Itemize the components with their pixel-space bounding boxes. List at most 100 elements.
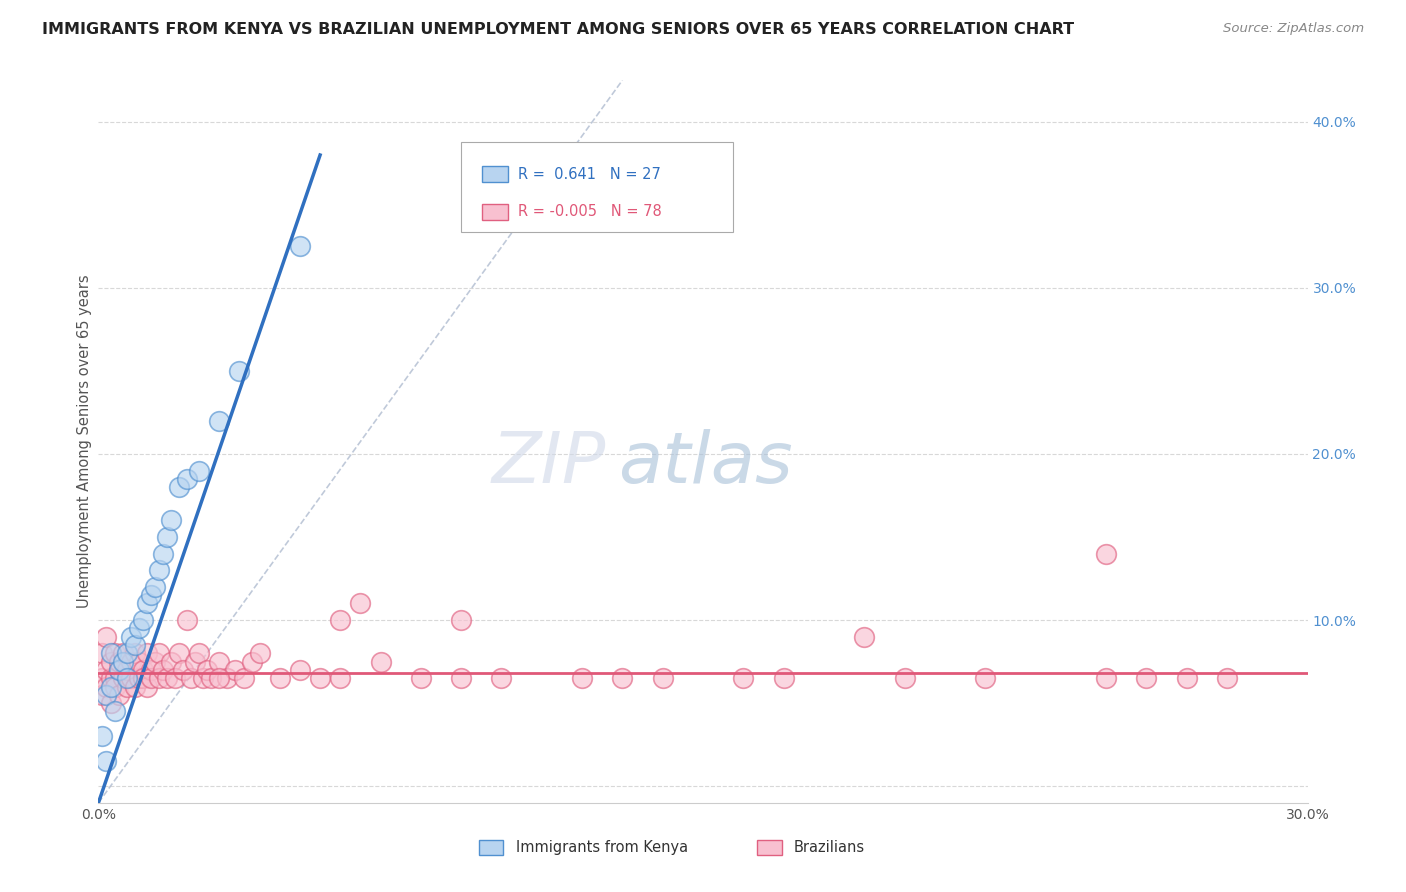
Point	[188, 646, 211, 660]
Point	[107, 688, 129, 702]
Point	[329, 613, 352, 627]
Point	[139, 671, 162, 685]
Point	[163, 671, 186, 685]
Point	[240, 655, 263, 669]
Point	[103, 705, 125, 719]
Point	[208, 671, 231, 685]
Point	[91, 688, 114, 702]
Point	[195, 663, 218, 677]
Point	[120, 630, 142, 644]
Point	[160, 513, 183, 527]
Point	[120, 655, 142, 669]
Point	[91, 671, 114, 685]
Point	[160, 655, 183, 669]
Point	[1095, 547, 1118, 561]
Point	[132, 663, 155, 677]
Point	[103, 671, 125, 685]
Point	[111, 655, 134, 669]
Text: R = -0.005   N = 78: R = -0.005 N = 78	[517, 204, 662, 219]
Point	[96, 663, 118, 677]
Point	[651, 671, 673, 685]
Text: ZIP: ZIP	[492, 429, 606, 498]
Point	[120, 671, 142, 685]
Point	[224, 663, 246, 677]
Bar	[482, 204, 509, 219]
Point	[100, 646, 122, 660]
Point	[176, 472, 198, 486]
Point	[135, 597, 157, 611]
Point	[115, 680, 138, 694]
Point	[288, 663, 311, 677]
Point	[115, 663, 138, 677]
Point	[217, 671, 239, 685]
Point	[491, 671, 513, 685]
Bar	[482, 167, 509, 182]
Point	[103, 646, 125, 660]
Point	[172, 663, 194, 677]
Point	[96, 680, 118, 694]
Point	[103, 680, 125, 694]
Point	[184, 655, 207, 669]
Point	[115, 646, 138, 660]
Point	[91, 646, 114, 660]
Point	[143, 580, 166, 594]
Point	[156, 671, 179, 685]
Point	[733, 671, 755, 685]
Point	[96, 630, 118, 644]
Point	[1175, 671, 1198, 685]
Point	[100, 655, 122, 669]
Point	[370, 655, 392, 669]
Point	[288, 239, 311, 253]
Point	[143, 655, 166, 669]
Bar	[758, 840, 782, 855]
Point	[152, 547, 174, 561]
Text: Immigrants from Kenya: Immigrants from Kenya	[516, 840, 688, 855]
Point	[167, 646, 190, 660]
Point	[208, 655, 231, 669]
Point	[152, 663, 174, 677]
Point	[135, 680, 157, 694]
Point	[974, 671, 997, 685]
Text: Brazilians: Brazilians	[793, 840, 865, 855]
Point	[409, 671, 432, 685]
Point	[180, 671, 202, 685]
Point	[107, 655, 129, 669]
Point	[115, 671, 138, 685]
Point	[128, 621, 150, 635]
Text: Source: ZipAtlas.com: Source: ZipAtlas.com	[1223, 22, 1364, 36]
Point	[100, 671, 122, 685]
Point	[188, 464, 211, 478]
Point	[167, 480, 190, 494]
Point	[571, 671, 593, 685]
Point	[349, 597, 371, 611]
Point	[107, 663, 129, 677]
Point	[200, 671, 222, 685]
Point	[100, 696, 122, 710]
Point	[124, 638, 146, 652]
Point	[176, 613, 198, 627]
Point	[893, 671, 915, 685]
Point	[96, 688, 118, 702]
Point	[132, 671, 155, 685]
Point	[128, 671, 150, 685]
Point	[124, 680, 146, 694]
Point	[139, 588, 162, 602]
Point	[853, 630, 876, 644]
Point	[156, 530, 179, 544]
Point	[96, 754, 118, 768]
Text: atlas: atlas	[619, 429, 793, 498]
Point	[111, 646, 134, 660]
Point	[132, 613, 155, 627]
Text: R =  0.641   N = 27: R = 0.641 N = 27	[517, 167, 661, 182]
Point	[269, 671, 291, 685]
Point	[1095, 671, 1118, 685]
Point	[100, 680, 122, 694]
Point	[450, 613, 472, 627]
FancyBboxPatch shape	[461, 142, 734, 232]
Point	[1135, 671, 1157, 685]
Point	[772, 671, 794, 685]
Point	[208, 414, 231, 428]
Point	[148, 563, 170, 577]
Point	[232, 671, 254, 685]
Point	[450, 671, 472, 685]
